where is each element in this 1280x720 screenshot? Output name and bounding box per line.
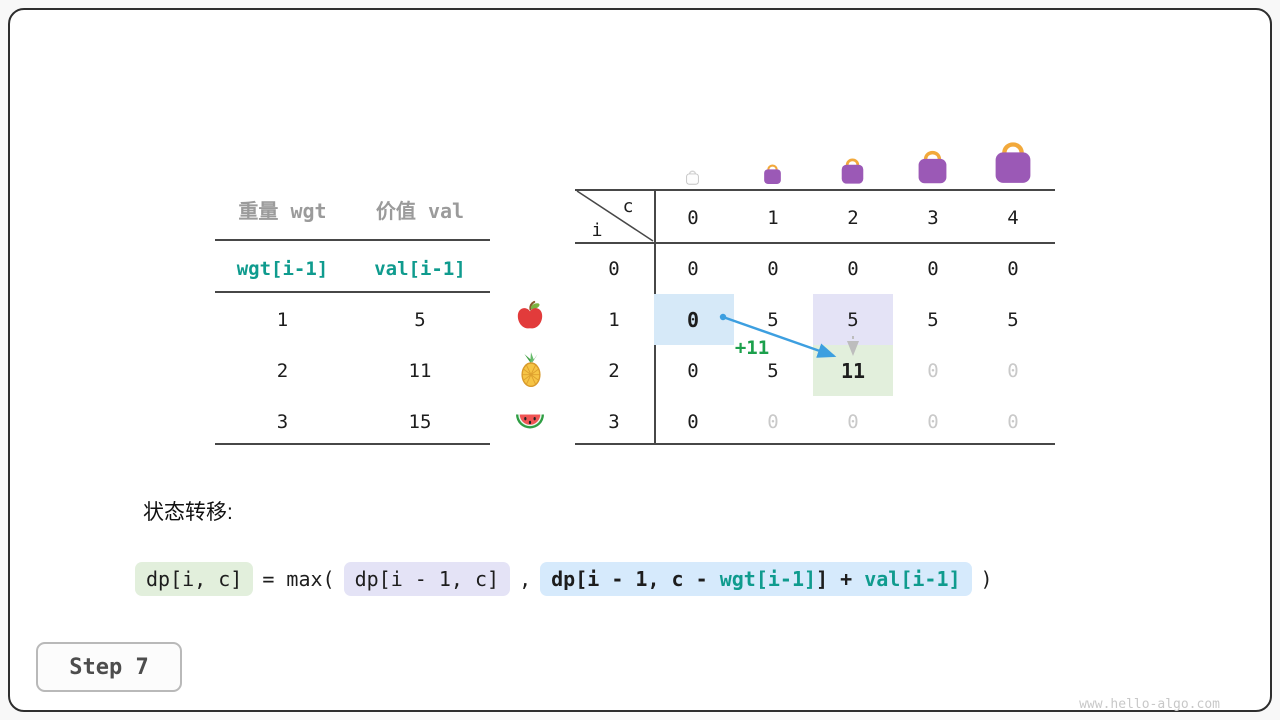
dp-cell-3-0: 0 <box>687 411 699 433</box>
dp-rule-header <box>575 242 1055 244</box>
formula-arg1-chip: dp[i - 1, c] <box>343 562 511 596</box>
step-label: Step 7 <box>69 654 149 680</box>
dp-cell-1-0: 0 <box>686 308 700 332</box>
dp-cell-0-2: 0 <box>847 258 859 280</box>
watermelon-icon <box>514 407 546 440</box>
transition-label: 状态转移: <box>143 501 233 524</box>
dp-row-header-3: 3 <box>608 411 620 433</box>
dp-cell-1-2: 5 <box>847 309 859 331</box>
item-val-1: 5 <box>414 309 426 331</box>
item-table-header-value: 价值 val <box>375 199 465 223</box>
formula-close-paren: ) <box>980 567 993 591</box>
dp-cell-2-1: 5 <box>767 360 779 382</box>
item-table-val-formula: val[i-1] <box>374 258 466 280</box>
item-table-rule-mid <box>215 291 490 293</box>
dp-cell-0-0: 0 <box>687 258 699 280</box>
formula-lhs-chip: dp[i, c] <box>135 562 254 596</box>
dp-rule-bottom <box>575 443 1055 445</box>
item-table-wgt-formula: wgt[i-1] <box>236 258 329 280</box>
dp-cell-3-3: 0 <box>927 411 939 433</box>
dp-cell-3-2: 0 <box>847 411 859 433</box>
item-table-header-weight: 重量 wgt <box>238 199 327 223</box>
transition-formula: dp[i, c] = max( dp[i - 1, c] , dp[i - 1,… <box>135 562 993 596</box>
dp-col-header-1: 1 <box>767 207 779 229</box>
dp-cell-1-1: 5 <box>767 309 779 331</box>
watermark: www.hello-algo.com <box>1079 697 1220 712</box>
dp-cell-2-4: 0 <box>1007 360 1019 382</box>
add-value-annotation: +11 <box>734 337 770 359</box>
dp-cell-2-2: 11 <box>840 359 866 383</box>
dp-col-header-3: 3 <box>927 207 939 229</box>
item-wgt-1: 1 <box>276 309 289 331</box>
bag-size-2-icon <box>839 154 866 190</box>
dp-cell-3-1: 0 <box>767 411 779 433</box>
formula-arg2-val: val[i-1] <box>864 567 961 591</box>
apple-icon <box>515 300 545 337</box>
formula-arg2-wgt: wgt[i-1] <box>719 567 817 591</box>
bag-size-3-icon <box>915 145 950 190</box>
item-table-rule-bottom <box>215 443 490 445</box>
dp-row-header-2: 2 <box>608 360 620 382</box>
dp-cell-0-4: 0 <box>1007 258 1019 280</box>
bag-size-1-icon <box>762 161 783 190</box>
pineapple-icon <box>517 351 545 394</box>
dp-cell-0-1: 0 <box>767 258 779 280</box>
formula-arg2-prefix: dp[i - 1, c - <box>551 567 720 591</box>
dp-cell-1-4: 5 <box>1007 309 1019 331</box>
dp-cell-3-4: 0 <box>1007 411 1019 433</box>
dp-row-header-0: 0 <box>608 258 620 280</box>
item-val-2: 11 <box>408 360 432 382</box>
formula-comma: , <box>519 567 532 591</box>
formula-arg2-infix: ] + <box>816 567 865 591</box>
dp-col-header-4: 4 <box>1007 207 1019 229</box>
dp-col-header-0: 0 <box>687 207 699 229</box>
dp-corner-row-var: i <box>591 220 603 241</box>
step-badge: Step 7 <box>36 642 182 692</box>
bag-size-4-icon <box>991 135 1035 190</box>
dp-rule-top <box>575 189 1055 191</box>
empty-bag-icon <box>685 168 700 190</box>
dp-cell-2-0: 0 <box>687 360 699 382</box>
item-table-rule-top <box>215 239 490 241</box>
dp-cell-1-3: 5 <box>927 309 939 331</box>
formula-eq-max: = max( <box>262 567 335 591</box>
item-wgt-3: 3 <box>276 411 289 433</box>
dp-cell-2-3: 0 <box>927 360 939 382</box>
item-wgt-2: 2 <box>276 360 289 382</box>
item-val-3: 15 <box>408 411 432 433</box>
dp-cell-0-3: 0 <box>927 258 939 280</box>
formula-arg2-chip: dp[i - 1, c - wgt[i-1]] + val[i-1] <box>540 562 972 596</box>
dp-corner-col-var: c <box>622 196 634 217</box>
dp-row-header-1: 1 <box>608 309 620 331</box>
dp-col-header-2: 2 <box>847 207 859 229</box>
